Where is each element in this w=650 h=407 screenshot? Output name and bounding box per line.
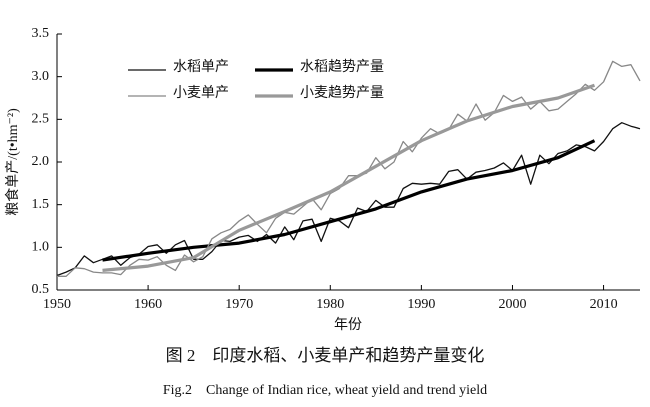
- y-tick-label: 2.5: [32, 112, 50, 127]
- y-tick-label: 1.0: [32, 240, 50, 255]
- x-tick-label: 1990: [407, 297, 435, 312]
- y-tick-label: 2.0: [32, 154, 50, 169]
- series-line: [57, 60, 641, 277]
- x-tick-label: 1950: [43, 297, 71, 312]
- x-axis-label: 年份: [334, 317, 362, 333]
- legend-label: 小麦单产: [173, 85, 229, 101]
- y-tick-label: 1.5: [32, 197, 50, 212]
- y-tick-label: 3.0: [32, 69, 50, 84]
- legend-label: 小麦趋势产量: [300, 85, 384, 101]
- legend-label: 水稻单产: [173, 59, 229, 75]
- x-tick-label: 1980: [316, 297, 344, 312]
- y-tick-label: 0.5: [32, 282, 50, 297]
- series-line: [56, 122, 641, 277]
- x-tick-label: 1970: [225, 297, 253, 312]
- chart-title: 图 2 印度水稻、小麦单产和趋势产量变化: [166, 346, 485, 365]
- y-axis-label: 粮食单产/(t•hm⁻²): [4, 108, 21, 216]
- y-tick-label: 3.5: [32, 26, 50, 41]
- x-tick-label: 2000: [498, 297, 526, 312]
- series-line: [102, 139, 596, 262]
- x-tick-label: 1960: [134, 297, 162, 312]
- chart-subtitle: Fig.2 Change of Indian rice, wheat yield…: [163, 383, 487, 398]
- legend-label: 水稻趋势产量: [300, 59, 384, 75]
- x-tick-label: 2010: [590, 297, 618, 312]
- series-line: [102, 83, 596, 272]
